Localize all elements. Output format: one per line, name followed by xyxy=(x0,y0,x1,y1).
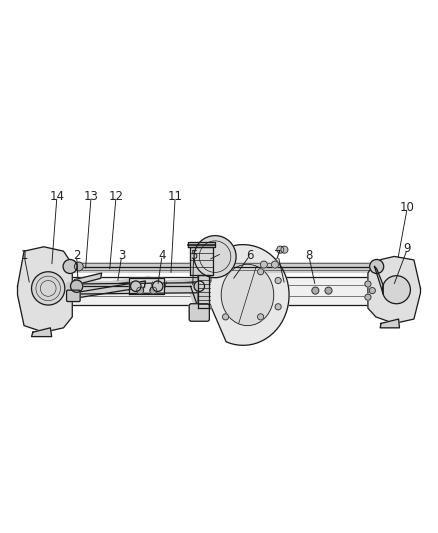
Circle shape xyxy=(281,246,288,253)
Polygon shape xyxy=(74,281,145,298)
Polygon shape xyxy=(70,282,199,294)
Circle shape xyxy=(277,246,284,253)
Polygon shape xyxy=(18,247,72,332)
Text: 2: 2 xyxy=(73,249,81,262)
Text: 11: 11 xyxy=(168,190,183,203)
Polygon shape xyxy=(380,319,399,328)
Text: 4: 4 xyxy=(158,249,166,262)
Circle shape xyxy=(32,272,65,305)
Circle shape xyxy=(74,262,83,271)
Circle shape xyxy=(137,287,144,294)
Polygon shape xyxy=(188,243,215,247)
Circle shape xyxy=(325,287,332,294)
Circle shape xyxy=(223,314,229,320)
Circle shape xyxy=(131,281,141,292)
Circle shape xyxy=(258,269,264,275)
Polygon shape xyxy=(129,278,164,294)
Text: 14: 14 xyxy=(49,190,64,203)
Circle shape xyxy=(205,278,211,284)
Circle shape xyxy=(382,276,410,304)
Polygon shape xyxy=(198,275,209,308)
Circle shape xyxy=(365,281,371,287)
Polygon shape xyxy=(32,328,52,336)
Ellipse shape xyxy=(221,264,274,326)
Text: 10: 10 xyxy=(400,201,415,214)
Circle shape xyxy=(272,261,279,268)
Polygon shape xyxy=(374,266,383,294)
Circle shape xyxy=(258,314,264,320)
Polygon shape xyxy=(198,245,289,345)
Circle shape xyxy=(260,261,267,268)
Circle shape xyxy=(275,278,281,284)
Text: 9: 9 xyxy=(403,243,411,255)
Text: 6: 6 xyxy=(246,249,254,262)
Text: 8: 8 xyxy=(305,249,312,262)
Circle shape xyxy=(275,304,281,310)
Text: 12: 12 xyxy=(109,190,124,203)
Circle shape xyxy=(205,304,211,310)
Circle shape xyxy=(194,281,205,292)
Circle shape xyxy=(194,236,236,278)
FancyBboxPatch shape xyxy=(67,290,80,302)
Circle shape xyxy=(223,269,229,275)
Circle shape xyxy=(152,281,163,292)
Circle shape xyxy=(150,287,157,294)
Text: 5: 5 xyxy=(190,249,197,262)
Circle shape xyxy=(365,294,371,300)
Circle shape xyxy=(312,287,319,294)
Circle shape xyxy=(370,260,384,273)
Circle shape xyxy=(71,280,83,292)
Polygon shape xyxy=(190,247,213,275)
Circle shape xyxy=(369,287,375,294)
Text: 13: 13 xyxy=(84,190,99,203)
Circle shape xyxy=(63,260,77,273)
Polygon shape xyxy=(74,273,102,285)
FancyBboxPatch shape xyxy=(189,304,209,321)
Text: 1: 1 xyxy=(20,249,28,262)
Text: 3: 3 xyxy=(118,249,125,262)
Text: 7: 7 xyxy=(274,249,282,262)
Polygon shape xyxy=(368,256,420,324)
